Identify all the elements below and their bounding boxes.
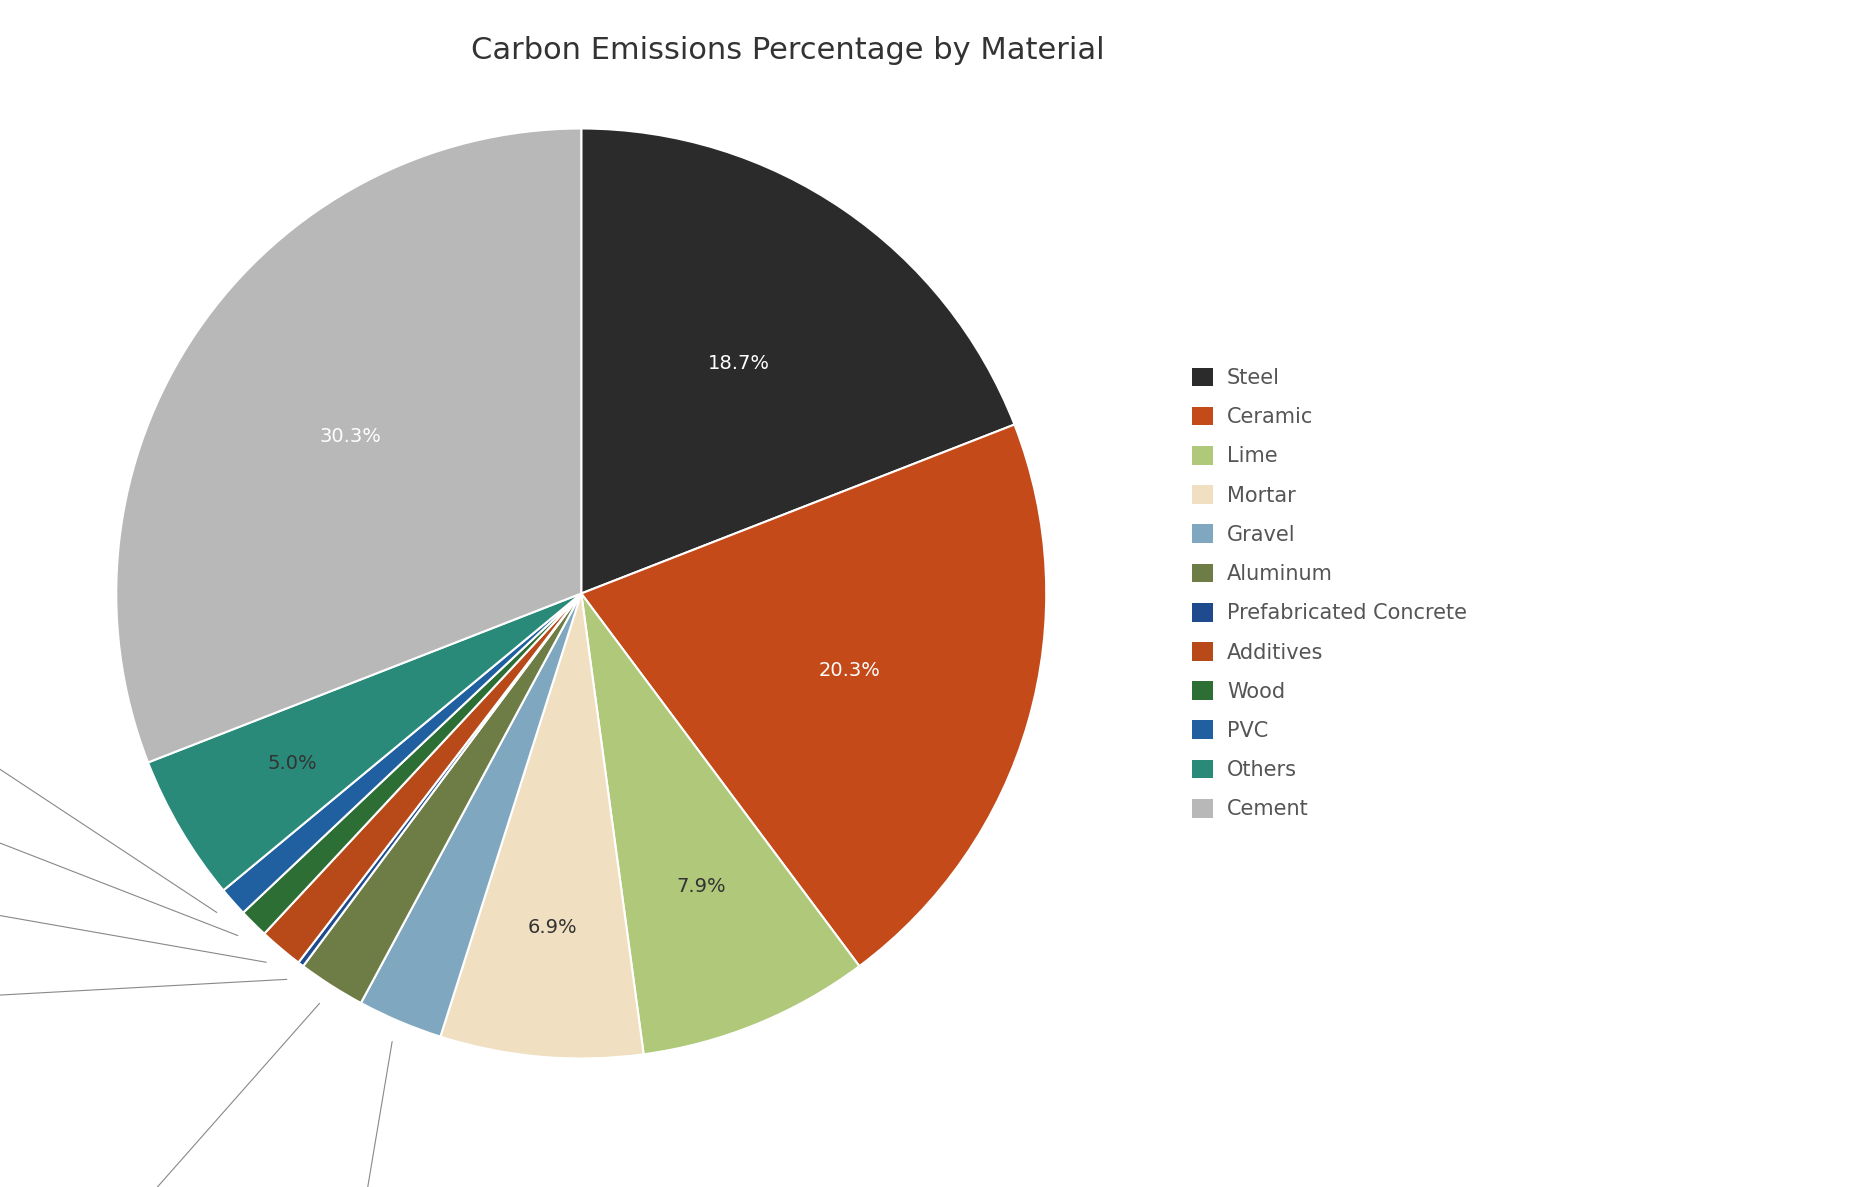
Text: 1.0%: 1.0% [0, 668, 218, 913]
Wedge shape [581, 128, 1014, 594]
Wedge shape [441, 594, 643, 1059]
Text: 30.3%: 30.3% [321, 426, 382, 445]
Wedge shape [148, 594, 581, 890]
Text: 5.0%: 5.0% [268, 754, 317, 773]
Text: 18.7%: 18.7% [707, 354, 769, 373]
Wedge shape [223, 594, 581, 913]
Wedge shape [581, 425, 1046, 966]
Text: 2.9%: 2.9% [324, 1041, 392, 1187]
Wedge shape [264, 594, 581, 963]
Text: 7.9%: 7.9% [677, 877, 726, 896]
Text: 1.0%: 1.0% [0, 780, 238, 935]
Wedge shape [304, 594, 581, 1003]
Wedge shape [298, 594, 581, 966]
Wedge shape [116, 128, 581, 762]
Wedge shape [244, 594, 581, 934]
Text: 1.5%: 1.5% [0, 882, 266, 963]
Wedge shape [360, 594, 581, 1036]
Text: 20.3%: 20.3% [819, 661, 881, 680]
Text: 2.3%: 2.3% [114, 1003, 319, 1187]
Legend: Steel, Ceramic, Lime, Mortar, Gravel, Aluminum, Prefabricated Concrete, Additive: Steel, Ceramic, Lime, Mortar, Gravel, Al… [1192, 368, 1466, 819]
Text: 0.2%: 0.2% [0, 979, 287, 1013]
Text: Carbon Emissions Percentage by Material: Carbon Emissions Percentage by Material [471, 36, 1104, 64]
Wedge shape [581, 594, 859, 1054]
Text: 6.9%: 6.9% [527, 918, 578, 937]
